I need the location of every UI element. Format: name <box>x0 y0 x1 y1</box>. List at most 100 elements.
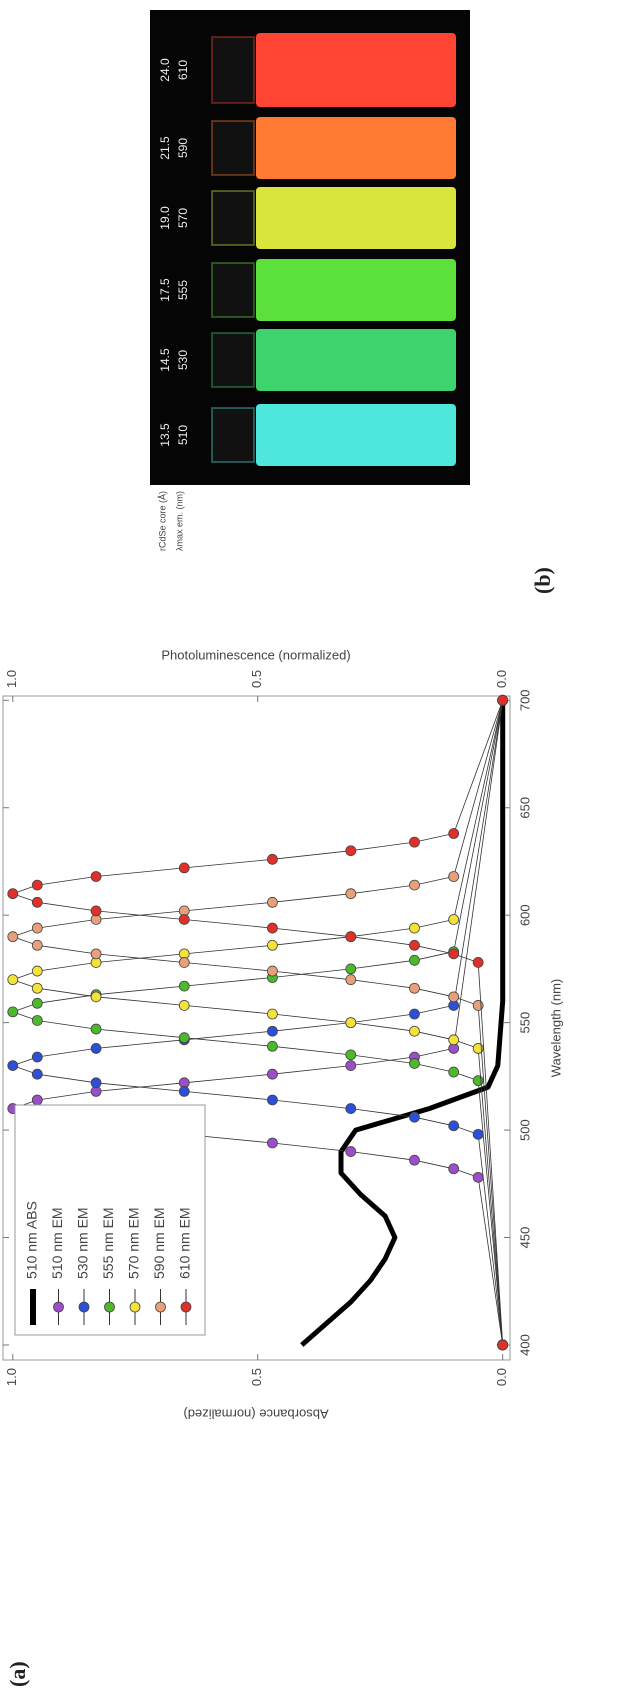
data-point <box>449 1164 459 1174</box>
panel-label: (a) <box>5 1661 30 1687</box>
data-point <box>267 1009 277 1019</box>
data-point <box>267 966 277 976</box>
vial-wavelength: 610 <box>176 60 190 80</box>
legend-label: 510 nm ABS <box>24 1201 40 1279</box>
legend-label: 610 nm EM <box>177 1207 193 1279</box>
data-point <box>409 1112 419 1122</box>
legend-marker <box>156 1302 166 1312</box>
data-point <box>32 983 42 993</box>
data-point <box>409 880 419 890</box>
data-point <box>8 932 18 942</box>
vial-body <box>256 259 456 321</box>
vial-body <box>256 404 456 466</box>
x-axis-title: Wavelength (nm) <box>548 979 563 1078</box>
vial-radius: 14.5 <box>158 348 172 372</box>
vial-cap <box>212 333 254 387</box>
data-point <box>409 1058 419 1068</box>
data-point <box>346 932 356 942</box>
rotated-figure: (a) Wavelength (nm) Absorbance (normaliz… <box>3 10 563 1687</box>
data-point <box>473 1000 483 1010</box>
data-point <box>91 992 101 1002</box>
data-point <box>267 1041 277 1051</box>
y-axis-title: Absorbance (normalized) <box>183 1407 328 1422</box>
data-point <box>449 1121 459 1131</box>
data-point <box>91 1024 101 1034</box>
data-point <box>409 983 419 993</box>
data-point <box>32 1052 42 1062</box>
data-point <box>91 949 101 959</box>
x-tick-label: 650 <box>517 797 532 819</box>
data-point <box>409 1009 419 1019</box>
legend-marker <box>130 1302 140 1312</box>
data-point <box>8 889 18 899</box>
legend-label: 555 nm EM <box>100 1207 116 1279</box>
data-point <box>91 1078 101 1088</box>
data-point <box>32 998 42 1008</box>
data-point <box>449 829 459 839</box>
data-point <box>32 940 42 950</box>
data-point <box>498 1340 508 1350</box>
data-point <box>498 695 508 705</box>
data-point <box>473 1172 483 1182</box>
data-point <box>346 889 356 899</box>
vial-cap <box>212 263 254 317</box>
data-point <box>449 949 459 959</box>
vial-wavelength: 570 <box>176 208 190 228</box>
data-point <box>449 1067 459 1077</box>
data-point <box>346 1018 356 1028</box>
data-point <box>32 923 42 933</box>
x-tick-label: 400 <box>517 1334 532 1356</box>
legend-label: 530 nm EM <box>75 1207 91 1279</box>
data-point <box>91 872 101 882</box>
data-point <box>346 1147 356 1157</box>
data-point <box>473 957 483 967</box>
data-point <box>32 1069 42 1079</box>
vial-radius: 21.5 <box>158 136 172 160</box>
data-point <box>409 1026 419 1036</box>
vial-cap <box>212 37 254 103</box>
data-point <box>8 975 18 985</box>
vial-wavelength: 510 <box>176 425 190 445</box>
vial-wavelength: 555 <box>176 280 190 300</box>
data-point <box>32 966 42 976</box>
data-point <box>473 1129 483 1139</box>
data-point <box>346 1104 356 1114</box>
vial-cap <box>212 121 254 175</box>
data-point <box>179 1000 189 1010</box>
x-tick-label: 600 <box>517 904 532 926</box>
y2-tick-label: 0.0 <box>494 670 509 688</box>
vial-body <box>256 329 456 391</box>
data-point <box>267 923 277 933</box>
data-point <box>267 854 277 864</box>
data-point <box>449 914 459 924</box>
data-point <box>267 1138 277 1148</box>
data-point <box>179 1086 189 1096</box>
data-point <box>267 1069 277 1079</box>
data-point <box>449 992 459 1002</box>
legend-marker <box>181 1302 191 1312</box>
vial-body <box>256 117 456 179</box>
data-point <box>267 897 277 907</box>
data-point <box>267 1026 277 1036</box>
data-point <box>8 1061 18 1071</box>
absorbance-line <box>302 700 503 1345</box>
data-point <box>179 981 189 991</box>
vial-radius: 24.0 <box>158 58 172 82</box>
vial-radius: 13.5 <box>158 423 172 447</box>
vial-cap <box>212 191 254 245</box>
data-point <box>32 897 42 907</box>
y2-axis-title: Photoluminescence (normalized) <box>161 647 350 662</box>
row-label: λmax em. (nm) <box>174 491 184 551</box>
legend-marker <box>79 1302 89 1312</box>
vial-radius: 17.5 <box>158 278 172 302</box>
data-point <box>409 1155 419 1165</box>
data-point <box>32 1095 42 1105</box>
data-point <box>179 914 189 924</box>
data-point <box>449 1035 459 1045</box>
legend-label: 590 nm EM <box>151 1207 167 1279</box>
data-point <box>91 906 101 916</box>
x-tick-label: 550 <box>517 1012 532 1034</box>
vial-body <box>256 187 456 249</box>
data-point <box>346 975 356 985</box>
panel-label: (b) <box>530 567 555 594</box>
